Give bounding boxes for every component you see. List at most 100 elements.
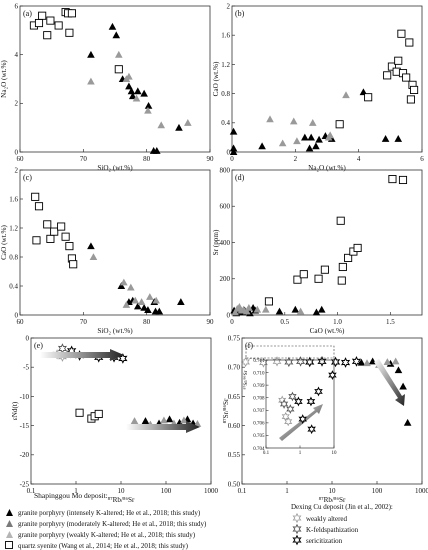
panel-f-ytick-label: 0.75 [228,334,241,342]
panel-b-ytick-label: 2 [227,2,231,10]
panel-c-point-open-square [34,202,44,211]
panel-b-point-black-triangle [229,144,238,152]
panel-c-ytick-label: 0.4 [9,282,18,290]
panel-b-point-open-square [402,73,411,82]
inset-point-sericitization-star [328,370,337,381]
panel-a-xlabel: SiO₂ (wt.%) [97,164,133,172]
panel-f-ytick-label: 0.65 [228,393,241,401]
panel-d-point-black-triangle [317,305,326,313]
panel-d-frame [231,169,423,316]
legend-left-title: Shapinggou Mo deposit: [34,491,108,500]
panel-f-xtick-label: 1 [285,487,289,495]
panel-c-xtick-label: 60 [17,318,25,326]
legend-item-moderately: granite porphyry (moderately K-altered; … [18,520,207,528]
panel-a-xtick-label: 70 [80,155,88,163]
panel-b-point-open-square [383,71,392,80]
panel-d-xtick-label: 0.5 [280,318,289,326]
panel-a-point-black-triangle [125,82,133,90]
panel-e-point-open-square [75,408,84,417]
inset-xtick-label: 10 [332,451,338,456]
panel-d-ytick-label: 200 [220,275,231,283]
panel-f-point-k-feldspathization-star [284,356,294,368]
panel-f-point-sericitization-star [340,357,351,368]
panel-b-point-gray-triangle [278,139,287,147]
panel-c-point-open-square [43,220,52,229]
panel-a-ytick-label: 0 [15,148,19,156]
panel-e-ylabel: εNd(t) [11,401,19,420]
panel-a-ytick-label: 2 [15,100,19,108]
panel-f-point-gray-triangle [363,359,371,367]
panel-f-arrow-right [374,359,405,406]
panel-c-frame [19,169,211,316]
panel-d-point-open-square [398,175,408,185]
inset-point-k-feldspathization-star [279,399,289,409]
legend-marker-weakly [6,531,13,538]
panel-f-point-weakly-altered-star [241,356,251,368]
legend-marker-k-feldspathization-star [292,523,302,535]
panel-f-ylabel: ⁸⁷Sr/⁸⁶Sr [222,398,230,423]
panel-c-point-gray-triangle [122,301,131,308]
panel-d-point-gray-triangle [253,305,262,313]
panel-f-xtick-label: 1000 [415,487,428,495]
panel-f-xlabel: ⁸⁷Rb/⁸⁶Sr [319,496,346,504]
panel-d-point-gray-triangle [261,305,270,313]
panel-d-point-open-square [388,175,397,184]
panel-c-point-gray-triangle [131,296,140,304]
panel-b-xtick-label: 0 [230,155,234,163]
inset-ytick-label: 0.708 [253,397,265,402]
panel-c-ytick-label: 0.8 [9,253,18,261]
panel-b-point-black-triangle [381,135,390,142]
panel-a-point-gray-triangle [125,72,133,80]
panel-d-ytick-label: 0 [227,311,231,319]
panel-f-xtick-label: 100 [372,487,383,495]
panel-f-point-weakly-altered-star [272,356,282,367]
panel-a-ytick-label: 6 [15,2,19,10]
panel-c-ytick-label: 0 [15,311,19,319]
panel-b-ytick-label: 1.2 [221,61,230,69]
panel-d-point-open-square [314,274,323,283]
panel-a-xtick-label: 80 [143,155,151,163]
panel-a-point-open-square [46,16,55,25]
panel-c-point-open-square [46,234,55,243]
legend-marker-intensely [6,509,13,516]
panel-d-point-black-triangle [312,308,321,316]
panel-e-point-black-triangle [141,417,150,424]
panel-e-ytick-label: -5 [23,364,29,372]
panel-b-ylabel: CaO (wt.%) [212,61,220,96]
panel-d-ylabel: Sr (ppm) [212,229,220,255]
panel-a-point-gray-triangle [184,119,192,126]
legend-star-glyph [292,523,302,535]
legend-item-quartz-syenite: quartz syenite (Wang et al., 2014; He et… [18,542,189,550]
panel-e-ytick-label: -10 [20,393,30,401]
panel-c-point-open-square [61,232,70,241]
panel-a-point-black-triangle [112,31,121,39]
panel-d-point-gray-triangle [242,307,251,315]
panel-e-xtick-label: 1000 [204,487,219,495]
panel-d-xtick-label: 1.0 [333,318,342,326]
inset-ytick-label: 0.710 [253,371,265,376]
panel-f-point-black-triangle [394,366,403,374]
panel-d-point-open-square [344,253,353,262]
panel-c-xlabel: SiO₂ (wt.%) [97,327,133,335]
panel-d-xtick-label: 0 [230,318,234,326]
panel-b-point-gray-triangle [289,117,298,125]
panel-f-ytick-label: 0.50 [228,480,241,488]
panel-b-point-black-triangle [305,144,314,152]
panel-a-label: (a) [23,9,32,18]
panel-a-xtick-label: 90 [207,155,215,163]
panel-e-xtick-label: 100 [161,487,172,495]
panel-b-ytick-label: 0.4 [221,119,230,127]
inset-ytick-label: 0.711 [253,359,265,364]
panel-a-point-open-square [38,11,47,20]
panel-c-ylabel: CaO (wt.%) [0,225,8,260]
panel-b-point-open-square [397,29,406,38]
panel-a-point-gray-triangle [157,121,166,129]
panel-e-arrow-lower [126,421,200,433]
panel-f: (f) 0.1 1 10 100 1000 0.50 0.55 0.60 0.65 0.70 0.75… [222,334,428,504]
panel-a-point-black-triangle [128,92,137,100]
panel-b-frame [231,5,423,153]
panel-a-point-black-triangle [153,146,161,154]
panel-f-point-weakly-altered-star [259,357,268,368]
panel-c-point-open-square [31,192,40,201]
panel-a-ylabel: Na₂O (wt.%) [0,60,8,98]
